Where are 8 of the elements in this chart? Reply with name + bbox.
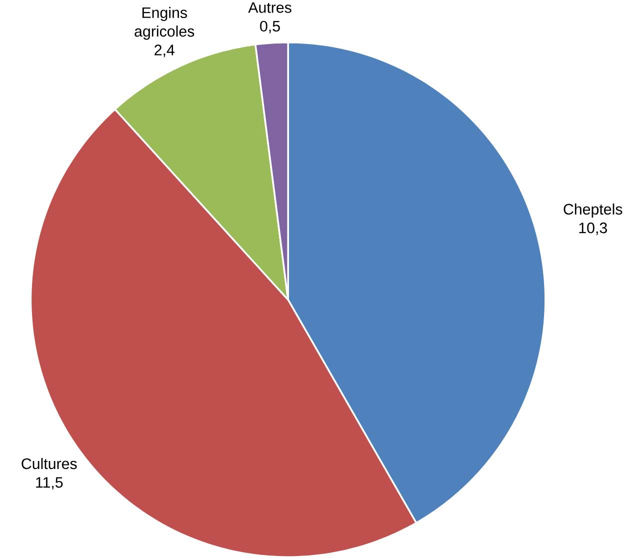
- data-label: 0,5: [260, 20, 280, 34]
- data-label: 10,3: [579, 222, 607, 236]
- slice-label: Engins agricoles: [134, 6, 194, 40]
- slice-label: Cheptels: [564, 204, 622, 218]
- data-label: 11,5: [36, 477, 63, 490]
- slice-label: Autres: [248, 2, 292, 13]
- slice-label: Cultures: [22, 458, 77, 470]
- data-label: 2,4: [154, 44, 174, 58]
